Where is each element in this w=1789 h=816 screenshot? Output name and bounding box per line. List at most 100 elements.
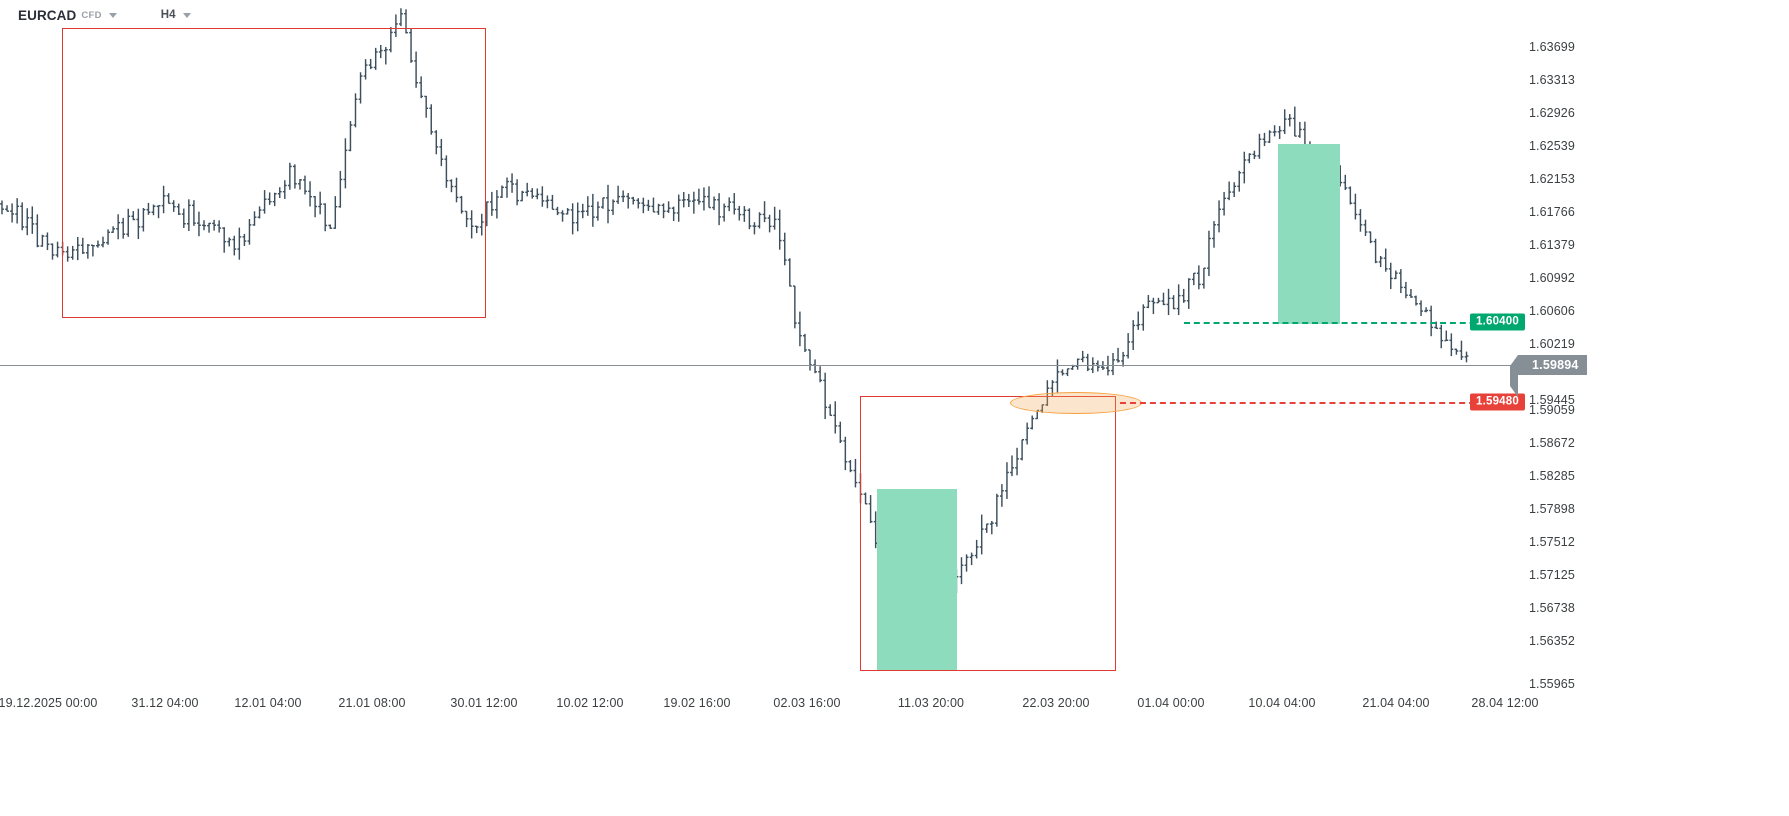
ohlc-bar — [378, 44, 383, 59]
ohlc-bar — [515, 179, 519, 206]
ohlc-bar — [414, 51, 418, 88]
ohlc-bar — [626, 193, 631, 209]
ohlc-bar — [798, 311, 802, 347]
ohlc-bar — [1075, 358, 1080, 370]
ohlc-bar — [50, 243, 55, 260]
ohlc-bar — [55, 241, 60, 258]
price-tick-label: 1.57512 — [1529, 535, 1575, 549]
ohlc-bar — [1196, 265, 1201, 290]
ohlc-bar — [20, 202, 25, 231]
ohlc-bar — [702, 187, 706, 211]
price-tick-label: 1.60992 — [1529, 271, 1575, 285]
ohlc-bar — [828, 404, 833, 417]
stop-loss-level-line[interactable] — [1120, 402, 1515, 404]
ohlc-bar — [717, 193, 721, 226]
time-tick-label: 01.04 00:00 — [1137, 696, 1205, 710]
ohlc-bar — [520, 190, 525, 202]
time-tick-label: 12.01 04:00 — [234, 696, 302, 710]
ohlc-bar — [394, 14, 398, 38]
take-profit-level-badge[interactable]: 1.60400 — [1470, 313, 1525, 331]
current-price-level-badge[interactable]: 1.59894 — [1510, 355, 1587, 397]
ohlc-bar — [217, 220, 222, 233]
ohlc-bar — [505, 177, 509, 198]
ohlc-bar — [742, 206, 747, 222]
ohlc-bar — [767, 214, 772, 233]
ohlc-bar — [1414, 295, 1418, 306]
price-scale[interactable]: 1.63699 1.63313 1.62926 1.62539 1.62153 1.617… — [1515, 0, 1789, 690]
ohlc-bar — [25, 208, 30, 236]
ohlc-bar — [176, 203, 181, 215]
ohlc-bar — [1131, 320, 1136, 351]
time-tick-label: 28.04 12:00 — [1471, 696, 1539, 710]
ohlc-bar — [1060, 369, 1065, 376]
ohlc-bar — [747, 208, 752, 230]
symbol-selector[interactable]: EURCAD CFD — [12, 2, 123, 28]
ohlc-bar — [686, 193, 691, 208]
highlight-box-lower[interactable] — [877, 489, 957, 671]
time-scale[interactable]: 19.12.2025 00:00 31.12 04:00 12.01 04:00 21… — [0, 690, 1789, 816]
ohlc-bar — [363, 59, 368, 80]
ohlc-bar — [227, 237, 232, 247]
ohlc-bar — [636, 198, 641, 209]
price-tick-label: 1.58672 — [1529, 436, 1575, 450]
ohlc-bar — [106, 229, 110, 245]
time-tick-label: 02.03 16:00 — [773, 696, 841, 710]
ohlc-bar — [35, 214, 40, 248]
time-tick-label: 22.03 20:00 — [1022, 696, 1090, 710]
ohlc-bar — [1439, 324, 1444, 349]
ohlc-bar — [156, 204, 161, 219]
ohlc-bar — [388, 27, 393, 53]
ohlc-bar — [959, 557, 964, 585]
ohlc-bar — [813, 359, 817, 374]
ohlc-bar — [787, 258, 792, 287]
ohlc-bar — [313, 195, 317, 218]
ohlc-bar — [338, 170, 343, 208]
ohlc-bar — [464, 210, 469, 228]
ohlc-bar — [565, 208, 570, 215]
take-profit-level-line[interactable] — [1184, 322, 1515, 324]
ohlc-bar — [782, 232, 787, 266]
price-tick-label: 1.55965 — [1529, 677, 1575, 690]
ohlc-bar — [111, 226, 115, 233]
ohlc-bar — [1404, 281, 1408, 299]
ohlc-bar — [560, 210, 565, 222]
ohlc-bar — [1297, 121, 1302, 138]
symbol-name: EURCAD — [18, 7, 77, 23]
ohlc-bar — [621, 190, 626, 203]
ohlc-bar — [424, 95, 429, 118]
chart-plot-area[interactable] — [0, 0, 1515, 690]
ohlc-bar — [1227, 181, 1232, 201]
ohlc-bar — [353, 93, 358, 128]
ohlc-bar — [838, 421, 843, 444]
ohlc-bar — [575, 202, 580, 232]
ohlc-bar — [181, 208, 186, 228]
ohlc-bar — [596, 201, 600, 221]
ohlc-bar — [282, 180, 287, 199]
chevron-down-icon — [182, 12, 191, 18]
ohlc-bar — [1207, 230, 1211, 277]
timeframe-selector[interactable]: H4 — [155, 2, 197, 28]
ohlc-bar — [1010, 455, 1014, 477]
ohlc-bar — [1186, 278, 1191, 309]
ohlc-bar — [1424, 307, 1428, 313]
ohlc-bar — [1368, 231, 1373, 244]
ohlc-bar — [1247, 153, 1252, 164]
ohlc-bar — [1383, 248, 1388, 272]
ohlc-bar — [368, 58, 373, 70]
range-box-lower-right[interactable] — [860, 396, 1116, 671]
range-box-upper-left[interactable] — [62, 28, 486, 318]
ohlc-bar — [1151, 297, 1156, 315]
ohlc-bar — [10, 203, 14, 223]
ohlc-bar — [510, 173, 514, 193]
highlight-box-upper[interactable] — [1278, 144, 1340, 324]
ohlc-bar — [969, 552, 974, 566]
stop-loss-level-badge[interactable]: 1.59480 — [1470, 393, 1525, 411]
ohlc-bar — [777, 209, 782, 250]
ohlc-bar — [1398, 269, 1403, 294]
ohlc-bar — [803, 333, 807, 353]
ohlc-bar — [495, 190, 499, 219]
ohlc-bar — [1363, 219, 1368, 237]
ohlc-bar — [1282, 109, 1287, 135]
ohlc-bar — [343, 138, 348, 189]
